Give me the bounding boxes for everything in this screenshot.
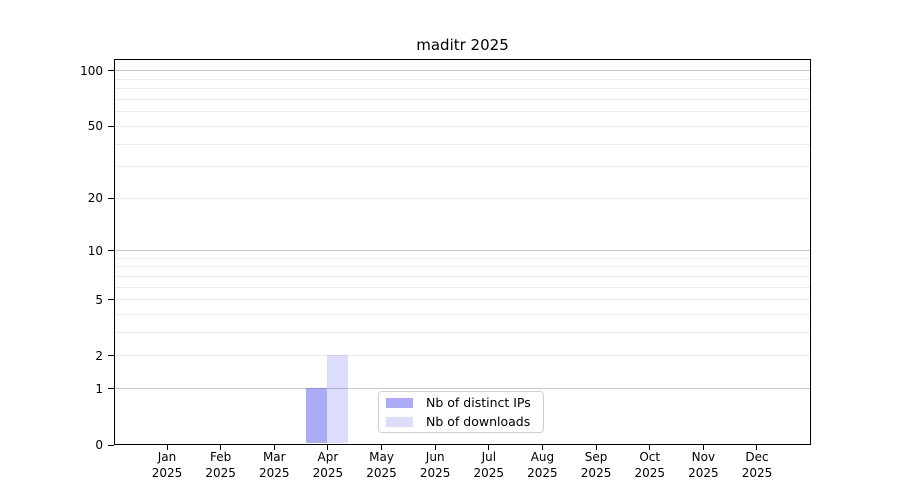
y-tick-label: 10 xyxy=(87,243,103,258)
x-axis-tick xyxy=(381,445,383,450)
y-tick-label: 50 xyxy=(87,119,103,134)
minor-gridline xyxy=(115,99,810,101)
x-tick-label: Feb 2025 xyxy=(205,450,236,480)
plot-area xyxy=(114,59,811,445)
x-axis-tick xyxy=(220,445,222,450)
y-axis-tick xyxy=(108,197,114,199)
minor-gridline xyxy=(115,78,810,80)
x-axis-tick xyxy=(756,445,758,450)
y-tick-label: 1 xyxy=(95,381,103,396)
y-axis-tick xyxy=(108,70,114,72)
minor-gridline xyxy=(115,88,810,90)
y-tick-label: 20 xyxy=(87,191,103,206)
x-tick-label: Oct 2025 xyxy=(634,450,665,480)
y-axis-tick xyxy=(108,355,114,357)
legend-label-downloads: Nb of downloads xyxy=(426,414,531,429)
minor-gridline xyxy=(115,266,810,268)
y-axis-tick xyxy=(108,125,114,127)
y-axis-tick xyxy=(108,250,114,252)
minor-gridline xyxy=(115,197,810,199)
chart-title: maditr 2025 xyxy=(416,36,509,54)
x-axis-tick xyxy=(166,445,168,450)
x-axis-tick xyxy=(541,445,543,450)
minor-gridline xyxy=(115,275,810,277)
major-gridline xyxy=(115,250,810,252)
bar-distinct-ips xyxy=(306,388,328,443)
y-tick-label: 2 xyxy=(95,348,103,363)
x-tick-label: May 2025 xyxy=(366,450,397,480)
downloads-swatch-icon xyxy=(386,416,413,427)
y-tick-label: 5 xyxy=(95,292,103,307)
minor-gridline xyxy=(115,314,810,316)
x-axis-tick xyxy=(595,445,597,450)
x-axis-tick xyxy=(434,445,436,450)
minor-gridline xyxy=(115,332,810,334)
legend-row-distinct-ips: Nb of distinct IPs xyxy=(386,395,543,411)
minor-gridline xyxy=(115,111,810,113)
x-axis-tick xyxy=(273,445,275,450)
major-gridline xyxy=(115,70,810,72)
minor-gridline xyxy=(115,355,810,357)
legend: Nb of distinct IPs Nb of downloads xyxy=(378,391,544,433)
major-gridline xyxy=(115,388,810,390)
x-axis-tick xyxy=(649,445,651,450)
minor-gridline xyxy=(115,257,810,259)
x-axis-tick xyxy=(327,445,329,450)
x-axis-tick xyxy=(702,445,704,450)
y-tick-label: 0 xyxy=(95,438,103,452)
y-axis-tick xyxy=(108,299,114,301)
x-tick-label: Sep 2025 xyxy=(580,450,612,480)
x-tick-label: Jul 2025 xyxy=(473,450,505,480)
x-tick-label: Nov 2025 xyxy=(688,450,719,480)
legend-row-downloads: Nb of downloads xyxy=(386,414,543,430)
x-tick-label: Mar 2025 xyxy=(258,450,290,480)
distinct-ips-swatch-icon xyxy=(386,397,413,408)
minor-gridline xyxy=(115,125,810,127)
x-tick-label: Jun 2025 xyxy=(419,450,451,480)
minor-gridline xyxy=(115,143,810,145)
x-tick-label: Dec 2025 xyxy=(741,450,773,480)
x-tick-label: Apr 2025 xyxy=(312,450,344,480)
x-axis-tick xyxy=(488,445,490,450)
minor-gridline xyxy=(115,166,810,168)
legend-label-distinct-ips: Nb of distinct IPs xyxy=(426,395,531,410)
minor-gridline xyxy=(115,286,810,288)
y-tick-label: 100 xyxy=(80,63,103,78)
minor-gridline xyxy=(115,299,810,301)
x-tick-label: Jan 2025 xyxy=(151,450,183,480)
bar-downloads xyxy=(327,355,349,443)
y-axis-tick xyxy=(108,444,114,446)
y-axis-tick xyxy=(108,388,114,390)
x-tick-label: Aug 2025 xyxy=(527,450,558,480)
